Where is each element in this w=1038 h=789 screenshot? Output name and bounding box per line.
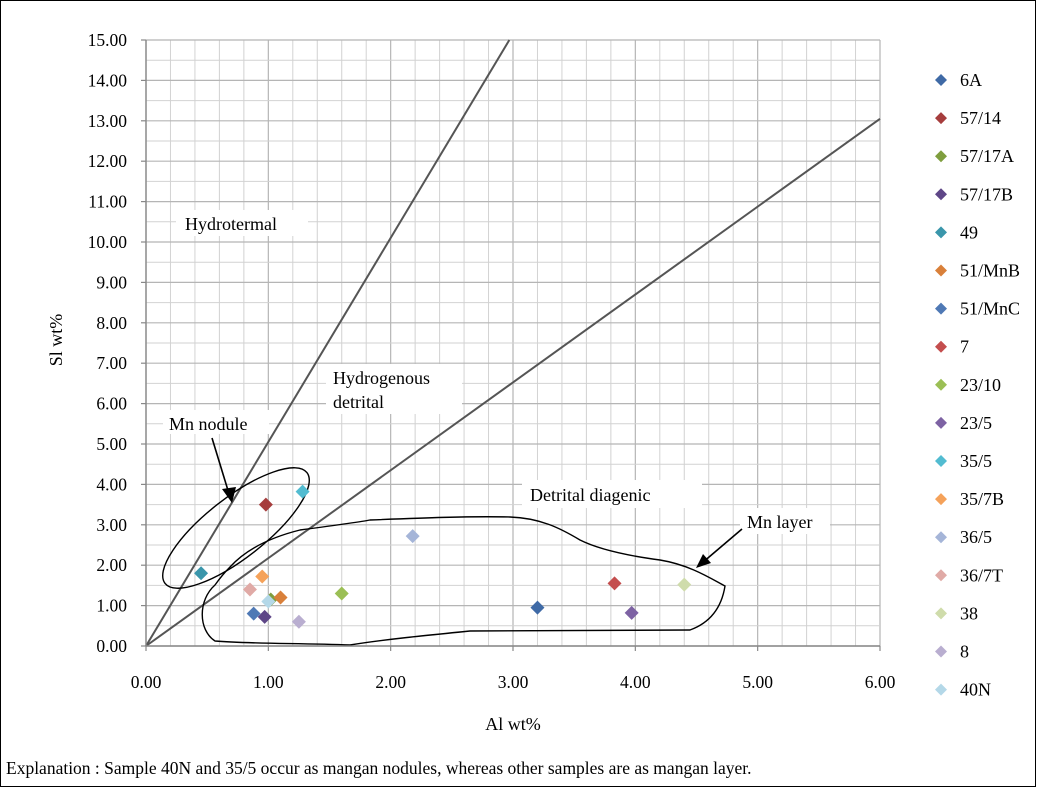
legend-label: 51/MnB (960, 261, 1020, 281)
y-tick-label: 15.00 (88, 30, 128, 50)
legend-marker (935, 188, 947, 201)
legend-marker (935, 264, 947, 277)
annotation-mn-layer: Mn layer (747, 512, 812, 532)
data-point-40N (261, 594, 276, 609)
data-point-57-17B (257, 609, 272, 624)
legend-label: 23/10 (960, 375, 1001, 395)
boundary-line-1 (145, 39, 511, 647)
boundary-lines (145, 39, 881, 647)
legend-label: 57/17B (960, 184, 1013, 204)
x-tick-label: 1.00 (253, 672, 284, 692)
annotation-detrital: detrital (333, 392, 384, 412)
legend-label: 57/14 (960, 108, 1001, 128)
annotations: Hydrotermal Hydrogenous detrital Mn nodu… (163, 210, 830, 568)
y-tick-label: 11.00 (88, 192, 127, 212)
data-point-51-MnC (246, 606, 261, 621)
data-point-51-MnB (273, 590, 288, 605)
legend-label: 57/17A (960, 146, 1014, 166)
annotation-hydrogenous: Hydrogenous (333, 368, 430, 388)
data-point-23-10 (334, 586, 349, 601)
data-point-35-5 (295, 484, 310, 499)
data-point-7 (607, 576, 622, 591)
legend-marker (935, 569, 947, 582)
x-tick-label: 0.00 (131, 672, 162, 692)
data-point-6A (530, 600, 545, 615)
x-tick-label: 3.00 (498, 672, 529, 692)
legend-marker (935, 302, 947, 315)
boundary-line-2 (145, 117, 881, 647)
mn-nodule-arrow (211, 437, 231, 498)
y-tick-label: 13.00 (88, 111, 128, 131)
annotation-mn-nodule: Mn nodule (169, 414, 248, 434)
legend-marker (935, 455, 947, 467)
annotation-detrital-diagenic: Detrital diagenic (530, 485, 650, 505)
legend-marker (935, 683, 947, 696)
region-outlines (162, 467, 726, 646)
legend-marker (935, 416, 947, 429)
legend-label: 35/7B (960, 489, 1004, 509)
legend-label: 40N (960, 680, 991, 700)
mn-layer-region (201, 516, 726, 646)
mn-nodule-region (162, 467, 310, 589)
legend: 6A 57/14 57/17A 57/17B 49 51/MnB 51/MnC 7 23/10 2… (935, 70, 1020, 700)
y-tick-label: 6.00 (96, 394, 127, 414)
legend-label: 49 (960, 222, 978, 242)
mn-nodule-arrowhead (222, 487, 236, 503)
data-point-36-5 (405, 529, 420, 544)
legend-marker (935, 150, 947, 163)
y-tick-label: 10.00 (88, 232, 128, 252)
legend-label: 23/5 (960, 413, 992, 433)
data-point-35-7B (255, 569, 270, 584)
x-tick-label: 4.00 (620, 672, 651, 692)
mn-layer-arrow (701, 528, 743, 564)
data-point-23-5 (624, 605, 639, 620)
legend-label: 7 (960, 337, 969, 357)
data-points (194, 484, 692, 629)
grid-lines (145, 39, 881, 647)
legend-marker (935, 493, 947, 506)
y-axis-label: Sl wt% (46, 314, 66, 367)
data-point-8 (291, 614, 306, 629)
y-tick-label: 7.00 (96, 353, 127, 373)
x-axis-label: Al wt% (485, 714, 541, 734)
y-tick-label: 8.00 (96, 313, 127, 333)
legend-label: 36/7T (960, 565, 1003, 585)
x-tick-label: 6.00 (865, 672, 896, 692)
y-tick-label: 12.00 (88, 151, 128, 171)
legend-marker (935, 378, 947, 391)
legend-label: 6A (960, 70, 982, 90)
y-tick-label: 5.00 (96, 434, 127, 454)
data-point-57-14 (258, 497, 273, 512)
legend-marker (935, 112, 947, 125)
legend-marker (935, 74, 947, 86)
legend-marker (935, 226, 947, 239)
legend-label: 36/5 (960, 527, 992, 547)
legend-label: 8 (960, 642, 969, 662)
y-tick-label: 3.00 (96, 515, 127, 535)
x-tick-label: 2.00 (375, 672, 406, 692)
y-tick-label: 9.00 (96, 272, 127, 292)
explanation-caption: Explanation : Sample 40N and 35/5 occur … (6, 758, 752, 778)
legend-marker (935, 607, 947, 620)
x-tick-label: 5.00 (742, 672, 773, 692)
y-tick-label: 14.00 (88, 70, 128, 90)
data-point-38 (677, 577, 692, 592)
legend-label: 38 (960, 603, 978, 623)
legend-marker (935, 645, 947, 658)
annotation-hydrotermal: Hydrotermal (185, 214, 277, 234)
data-point-36-7T (242, 582, 257, 597)
y-tick-label: 1.00 (96, 596, 127, 616)
y-tick-label: 2.00 (96, 555, 127, 575)
axes: 0.00 1.00 2.00 3.00 4.00 5.00 6.00 0.00 1.00 2.00… (88, 30, 896, 692)
y-tick-label: 4.00 (96, 474, 127, 494)
legend-label: 35/5 (960, 451, 992, 471)
y-tick-label: 0.00 (96, 636, 127, 656)
legend-marker (935, 531, 947, 544)
legend-marker (935, 340, 947, 353)
mn-layer-arrowhead (696, 554, 711, 568)
legend-label: 51/MnC (960, 299, 1020, 319)
data-point-49 (194, 566, 209, 581)
